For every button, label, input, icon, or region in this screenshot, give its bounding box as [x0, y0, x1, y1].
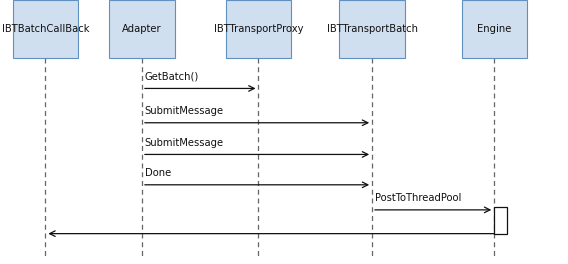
Bar	[494, 207, 507, 234]
Bar	[109, 0, 175, 58]
Text: Done: Done	[145, 168, 171, 178]
Bar	[12, 0, 78, 58]
Text: GetBatch(): GetBatch()	[145, 72, 199, 82]
Text: IBTTransportProxy: IBTTransportProxy	[214, 24, 303, 34]
Bar	[340, 0, 404, 58]
Text: PostToThreadPool: PostToThreadPool	[375, 193, 461, 203]
Text: SubmitMessage: SubmitMessage	[145, 138, 224, 148]
Text: SubmitMessage: SubmitMessage	[145, 106, 224, 116]
Text: IBTBatchCallBack: IBTBatchCallBack	[2, 24, 89, 34]
Bar	[461, 0, 527, 58]
Text: IBTTransportBatch: IBTTransportBatch	[327, 24, 417, 34]
Text: Engine: Engine	[477, 24, 511, 34]
Bar	[226, 0, 291, 58]
Text: Adapter: Adapter	[122, 24, 162, 34]
